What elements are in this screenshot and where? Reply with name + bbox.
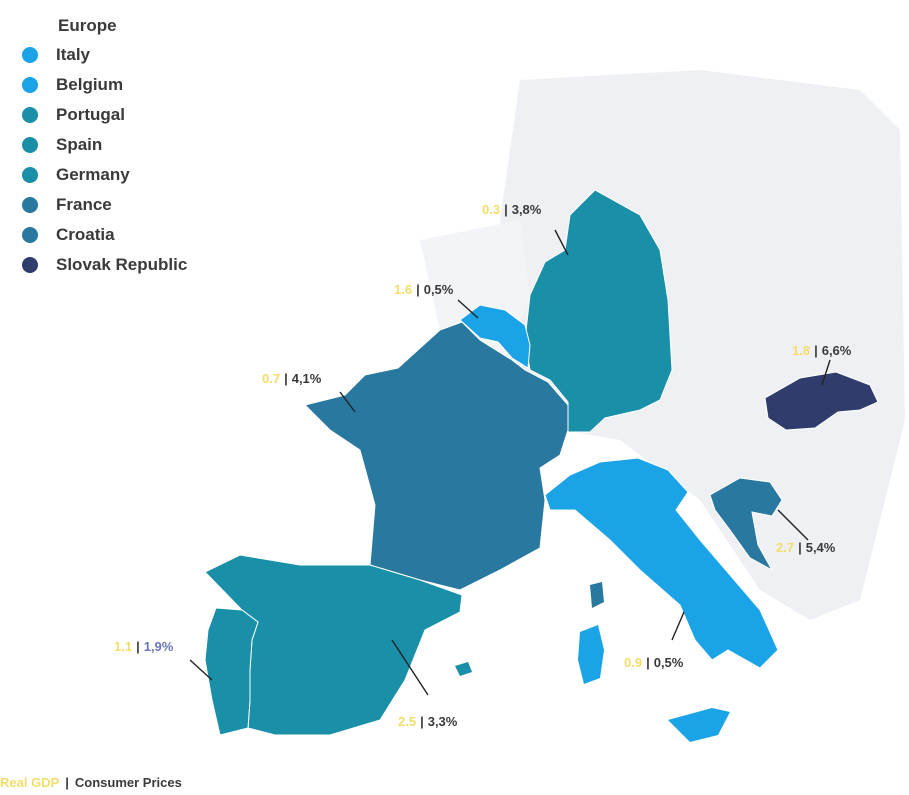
label-cpi: 1,9% bbox=[143, 639, 174, 654]
leader-germany bbox=[554, 229, 569, 256]
legend-dot-icon bbox=[22, 137, 38, 153]
legend-dot-icon bbox=[22, 47, 38, 63]
label-italy: 0.9 | 0,5% bbox=[624, 655, 683, 670]
label-gdp: 2.7 bbox=[776, 540, 795, 555]
label-cpi: 6,6% bbox=[821, 343, 852, 358]
island-corsica bbox=[590, 582, 604, 608]
footer-key: Real GDP | Consumer Prices bbox=[0, 775, 182, 790]
leader-portugal bbox=[189, 659, 213, 681]
country-italy-sicily bbox=[668, 708, 730, 742]
label-separator: | bbox=[416, 282, 420, 297]
country-portugal bbox=[204, 607, 259, 736]
country-france bbox=[304, 321, 569, 591]
country-slovak-republic bbox=[764, 371, 879, 431]
legend-item-germany: Germany bbox=[22, 160, 187, 190]
legend-item-france: France bbox=[22, 190, 187, 220]
label-gdp: 1.6 bbox=[394, 282, 413, 297]
label-cpi: 0,5% bbox=[653, 655, 684, 670]
leader-belgium bbox=[457, 299, 479, 319]
label-gdp: 1.8 bbox=[792, 343, 811, 358]
legend-item-croatia: Croatia bbox=[22, 220, 187, 250]
label-cpi: 3,3% bbox=[427, 714, 458, 729]
legend-label: Germany bbox=[56, 165, 130, 184]
legend-label: France bbox=[56, 195, 112, 214]
legend-dot-icon bbox=[22, 107, 38, 123]
footer-gdp-label: Real GDP bbox=[0, 775, 60, 790]
label-separator: | bbox=[798, 540, 802, 555]
legend-item-spain: Spain bbox=[22, 130, 187, 160]
legend-label: Portugal bbox=[56, 105, 125, 124]
legend-item-portugal: Portugal bbox=[22, 100, 187, 130]
footer-cpi-label: Consumer Prices bbox=[74, 775, 182, 790]
legend-label: Italy bbox=[56, 45, 91, 64]
label-portugal: 1.1 | 1,9% bbox=[114, 639, 173, 654]
legend-dot-icon bbox=[22, 77, 38, 93]
legend-label: Spain bbox=[56, 135, 103, 154]
leader-lines bbox=[189, 229, 831, 696]
footer-separator: | bbox=[65, 775, 69, 790]
label-cpi: 4,1% bbox=[291, 371, 322, 386]
legend-dot-icon bbox=[22, 197, 38, 213]
label-cpi: 5,4% bbox=[805, 540, 836, 555]
legend-label: Belgium bbox=[56, 75, 124, 94]
island-mallorca bbox=[455, 662, 472, 676]
country-germany bbox=[524, 189, 673, 433]
legend-label: Slovak Republic bbox=[56, 255, 188, 274]
label-cpi: 0,5% bbox=[423, 282, 454, 297]
label-separator: | bbox=[284, 371, 288, 386]
leader-spain bbox=[391, 639, 429, 696]
label-separator: | bbox=[646, 655, 650, 670]
leader-italy bbox=[671, 611, 685, 641]
leader-croatia bbox=[777, 509, 809, 541]
label-france: 0.7 | 4,1% bbox=[262, 371, 321, 386]
label-slovakia: 1.8 | 6,6% bbox=[792, 343, 851, 358]
country-italy bbox=[544, 457, 779, 669]
leader-france bbox=[339, 391, 356, 413]
legend-dot-icon bbox=[22, 227, 38, 243]
label-spain: 2.5 | 3,3% bbox=[398, 714, 457, 729]
leader-slovakia bbox=[821, 359, 831, 386]
label-cpi: 3,8% bbox=[511, 202, 542, 217]
legend-dot-icon bbox=[22, 167, 38, 183]
label-gdp: 0.7 bbox=[262, 371, 281, 386]
legend: Europe Italy Belgium Portugal Spain Germ… bbox=[22, 12, 187, 280]
legend-dot-icon bbox=[22, 257, 38, 273]
label-gdp: 1.1 bbox=[114, 639, 133, 654]
label-separator: | bbox=[420, 714, 424, 729]
label-belgium: 1.6 | 0,5% bbox=[394, 282, 453, 297]
label-gdp: 0.3 bbox=[482, 202, 501, 217]
country-belgium bbox=[459, 304, 531, 369]
country-italy-sardinia bbox=[578, 625, 604, 684]
legend-label: Croatia bbox=[56, 225, 115, 244]
legend-item-belgium: Belgium bbox=[22, 70, 187, 100]
label-croatia: 2.7 | 5,4% bbox=[776, 540, 835, 555]
legend-item-slovak-republic: Slovak Republic bbox=[22, 250, 187, 280]
label-separator: | bbox=[136, 639, 140, 654]
label-germany: 0.3 | 3,8% bbox=[482, 202, 541, 217]
legend-title: Europe bbox=[58, 16, 117, 35]
label-separator: | bbox=[814, 343, 818, 358]
country-croatia bbox=[709, 477, 783, 572]
legend-item-italy: Italy bbox=[22, 40, 187, 70]
label-separator: | bbox=[504, 202, 508, 217]
label-gdp: 0.9 bbox=[624, 655, 643, 670]
label-gdp: 2.5 bbox=[398, 714, 417, 729]
